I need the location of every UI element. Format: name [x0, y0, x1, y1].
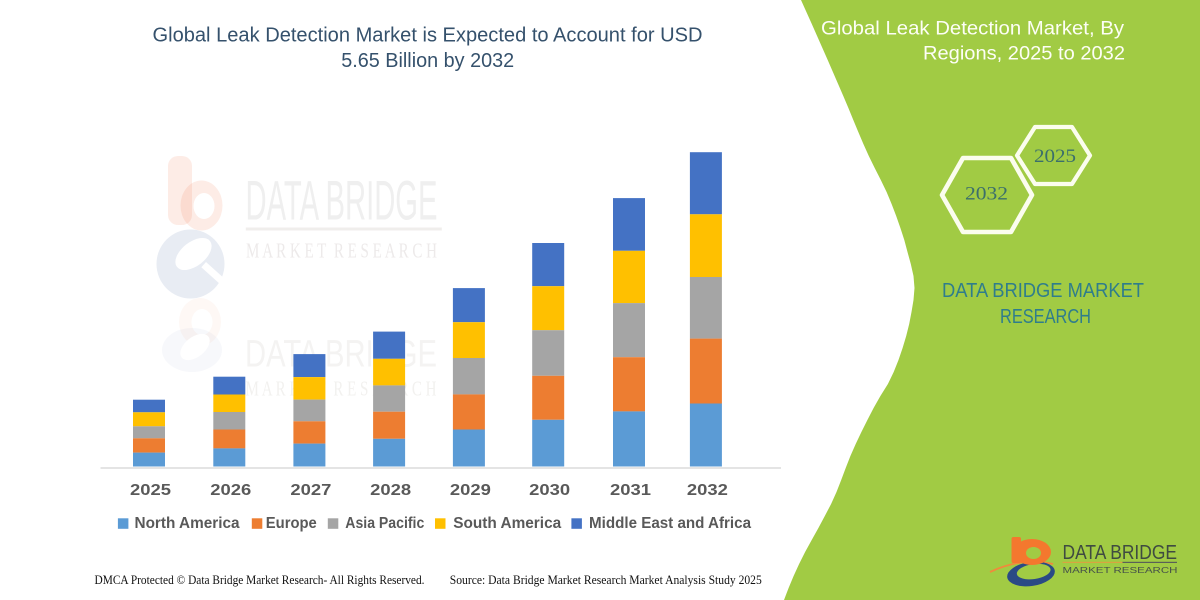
svg-text:2029: 2029	[450, 482, 491, 499]
svg-text:2028: 2028	[370, 482, 411, 499]
svg-text:DATA BRIDGE MARKET: DATA BRIDGE MARKET	[942, 280, 1144, 302]
svg-text:Global Leak Detection Market,: Global Leak Detection Market, By	[821, 18, 1124, 40]
svg-text:2031: 2031	[610, 482, 651, 499]
svg-text:Middle East and Africa: Middle East and Africa	[589, 515, 751, 532]
svg-text:2032: 2032	[965, 184, 1008, 205]
svg-text:South America: South America	[453, 515, 561, 532]
svg-text:Regions, 2025 to 2032: Regions, 2025 to 2032	[923, 43, 1125, 65]
svg-text:DMCA Protected © Data Bridge M: DMCA Protected © Data Bridge Market Rese…	[95, 572, 425, 587]
svg-text:2027: 2027	[290, 482, 331, 499]
svg-text:DATA BRIDGE: DATA BRIDGE	[245, 334, 437, 376]
svg-text:2030: 2030	[529, 482, 570, 499]
svg-text:North America: North America	[135, 515, 240, 532]
svg-text:MARKET RESEARCH: MARKET RESEARCH	[1063, 565, 1178, 575]
svg-text:Source: Data Bridge Market Res: Source: Data Bridge Market Research Mark…	[450, 572, 762, 587]
svg-text:M A R K E T R E S E A R C H: M A R K E T R E S E A R C H	[246, 239, 437, 263]
svg-text:DATA BRIDGE: DATA BRIDGE	[246, 168, 438, 231]
svg-text:Asia Pacific: Asia Pacific	[345, 515, 424, 532]
svg-text:5.65 Billion by 2032: 5.65 Billion by 2032	[341, 50, 514, 72]
svg-text:2025: 2025	[130, 482, 171, 499]
svg-text:2032: 2032	[687, 482, 728, 499]
svg-text:M A R K E T R E S E A R C H: M A R K E T R E S E A R C H	[246, 377, 437, 401]
svg-text:2026: 2026	[210, 482, 251, 499]
svg-text:Europe: Europe	[266, 515, 317, 532]
svg-text:RESEARCH: RESEARCH	[1000, 306, 1091, 328]
svg-text:Global Leak Detection Market i: Global Leak Detection Market is Expected…	[153, 24, 703, 46]
svg-text:DATA BRIDGE: DATA BRIDGE	[1063, 542, 1178, 564]
svg-text:2025: 2025	[1034, 146, 1076, 167]
